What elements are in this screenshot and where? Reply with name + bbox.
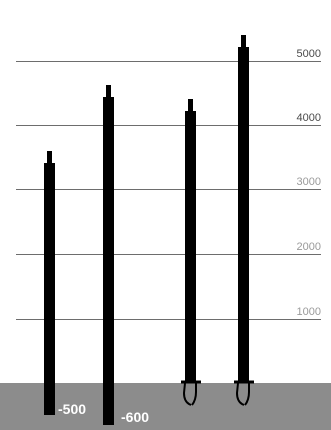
hook-foot-icon [234,380,254,406]
scale-label-2000: 2000 [296,241,321,253]
scale-line-3000 [16,189,321,190]
rod-4-shaft [238,47,249,381]
rod-1-tip [47,151,52,165]
scale-line-4000 [16,125,321,126]
scale-label-1000: 1000 [296,306,321,318]
hook-foot-icon [181,380,201,406]
scale-line-2000 [16,254,321,255]
depth-label-rod-1: -500 [58,401,87,417]
scale-line-1000 [16,319,321,320]
scale-label-5000: 5000 [296,48,321,60]
depth-label-rod-2: -600 [121,409,150,425]
rod-1-shaft [44,163,55,415]
rod-2-tip [106,85,111,99]
scale-label-3000: 3000 [296,176,321,188]
scale-label-4000: 4000 [296,112,321,124]
ground-area [0,383,331,430]
rod-3-shaft [185,111,196,381]
rod-2-shaft [103,97,114,425]
rod-4-tip [241,35,246,49]
scale-line-5000 [16,61,321,62]
rod-3-tip [188,99,193,113]
